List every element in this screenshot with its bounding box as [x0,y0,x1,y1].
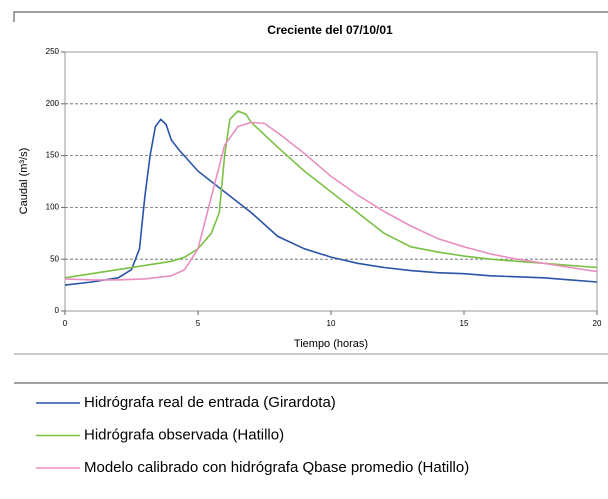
x-tick-label: 20 [593,319,602,328]
x-tick-label: 10 [327,319,336,328]
chart-title: Creciente del 07/10/01 [267,23,393,37]
y-tick-label: 150 [46,151,60,160]
series-line [64,121,598,281]
y-tick-label: 50 [50,254,59,263]
y-tick-label: 0 [55,306,60,315]
legend-label: Modelo calibrado con hidrógrafa Qbase pr… [84,459,469,476]
x-tick-label: 0 [63,319,68,328]
x-tick-label: 5 [196,319,201,328]
y-tick-label: 250 [46,47,60,56]
series-line [64,118,598,286]
y-tick-label: 200 [46,99,60,108]
y-tick-label: 100 [46,203,60,212]
legend-label: Hidrógrafa observada (Hatillo) [84,426,284,443]
frame [13,11,608,22]
x-axis-label: Tiempo (horas) [294,338,368,350]
legend-label: Hidrógrafa real de entrada (Girardota) [84,394,336,411]
x-tick-label: 15 [460,319,469,328]
y-axis-label: Caudal (m³/s) [18,148,30,215]
plot-area [64,51,598,312]
